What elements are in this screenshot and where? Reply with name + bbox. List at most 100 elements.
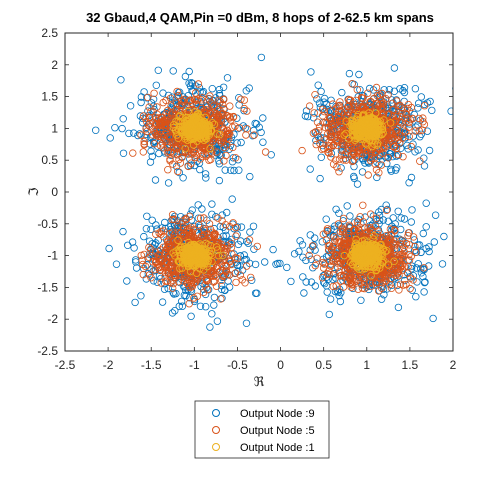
data-point bbox=[335, 167, 343, 176]
data-point bbox=[382, 206, 391, 214]
data-point bbox=[160, 285, 169, 293]
data-point bbox=[259, 138, 267, 146]
data-point bbox=[407, 218, 415, 226]
data-point bbox=[237, 95, 245, 103]
data-point bbox=[421, 278, 429, 286]
data-point bbox=[305, 102, 314, 110]
data-point bbox=[149, 108, 157, 116]
data-point bbox=[370, 140, 378, 148]
data-point bbox=[215, 176, 224, 185]
data-point bbox=[402, 239, 411, 248]
data-point bbox=[259, 114, 267, 122]
data-point bbox=[392, 126, 401, 135]
data-point bbox=[231, 154, 240, 162]
data-point bbox=[318, 238, 326, 246]
data-point bbox=[407, 252, 415, 261]
data-point bbox=[358, 284, 367, 292]
data-point bbox=[314, 81, 322, 89]
data-point bbox=[349, 117, 357, 126]
data-point bbox=[148, 152, 156, 161]
data-point bbox=[253, 289, 261, 297]
data-point bbox=[170, 121, 178, 129]
data-point bbox=[173, 92, 182, 100]
data-point bbox=[218, 285, 226, 294]
data-point bbox=[164, 179, 173, 187]
data-point bbox=[391, 227, 399, 235]
data-point bbox=[336, 272, 344, 280]
data-point bbox=[348, 80, 356, 88]
data-point bbox=[140, 137, 148, 146]
data-point bbox=[405, 250, 413, 259]
data-point bbox=[397, 214, 405, 222]
data-point bbox=[383, 265, 392, 274]
data-point bbox=[175, 155, 183, 164]
data-point bbox=[326, 113, 335, 122]
data-point bbox=[337, 164, 345, 172]
data-point bbox=[380, 133, 388, 141]
data-point bbox=[145, 271, 154, 279]
data-point bbox=[174, 134, 182, 142]
data-point bbox=[359, 132, 367, 140]
data-point bbox=[378, 125, 387, 134]
data-point bbox=[377, 275, 385, 283]
data-point bbox=[242, 319, 251, 327]
data-point bbox=[304, 112, 312, 121]
data-point bbox=[339, 283, 348, 291]
data-point bbox=[215, 112, 223, 121]
data-point bbox=[417, 269, 426, 277]
data-point bbox=[210, 101, 218, 109]
data-point bbox=[368, 226, 376, 235]
data-point bbox=[353, 180, 362, 188]
data-point bbox=[184, 98, 193, 106]
data-point bbox=[164, 248, 173, 256]
data-point bbox=[417, 93, 425, 101]
data-point bbox=[178, 302, 187, 310]
data-point bbox=[416, 132, 424, 141]
data-point bbox=[354, 93, 362, 101]
data-point bbox=[411, 148, 419, 156]
data-point bbox=[168, 110, 177, 119]
data-point bbox=[153, 246, 162, 255]
data-point bbox=[299, 273, 307, 281]
data-point bbox=[237, 223, 246, 231]
data-point bbox=[336, 237, 345, 246]
data-point bbox=[400, 83, 409, 92]
data-point bbox=[206, 155, 215, 164]
data-point bbox=[195, 119, 204, 128]
data-point bbox=[191, 89, 200, 97]
data-point bbox=[224, 135, 233, 143]
data-point bbox=[305, 251, 313, 260]
data-point bbox=[447, 107, 453, 115]
data-point bbox=[371, 120, 379, 128]
data-point bbox=[226, 257, 234, 266]
data-point bbox=[329, 122, 338, 131]
data-point bbox=[243, 107, 251, 115]
data-point bbox=[246, 273, 255, 282]
data-point bbox=[163, 277, 171, 285]
data-point bbox=[186, 283, 194, 292]
data-point bbox=[222, 208, 231, 217]
data-point bbox=[178, 113, 187, 122]
data-point bbox=[393, 111, 401, 119]
data-point bbox=[392, 112, 400, 121]
data-point bbox=[414, 260, 422, 268]
data-point bbox=[222, 111, 231, 120]
data-point bbox=[191, 126, 199, 134]
data-point bbox=[151, 240, 159, 249]
data-point bbox=[209, 278, 218, 286]
data-point bbox=[337, 271, 345, 280]
data-point bbox=[173, 167, 182, 176]
data-point bbox=[406, 274, 415, 282]
data-point bbox=[373, 173, 381, 182]
data-point bbox=[145, 103, 153, 111]
data-point bbox=[350, 278, 359, 286]
data-point bbox=[403, 104, 412, 113]
data-point bbox=[210, 120, 219, 129]
data-point bbox=[337, 259, 345, 267]
data-point bbox=[325, 270, 333, 279]
data-point bbox=[235, 166, 243, 174]
data-point bbox=[198, 141, 207, 149]
data-point bbox=[181, 144, 189, 153]
data-point bbox=[306, 246, 314, 254]
